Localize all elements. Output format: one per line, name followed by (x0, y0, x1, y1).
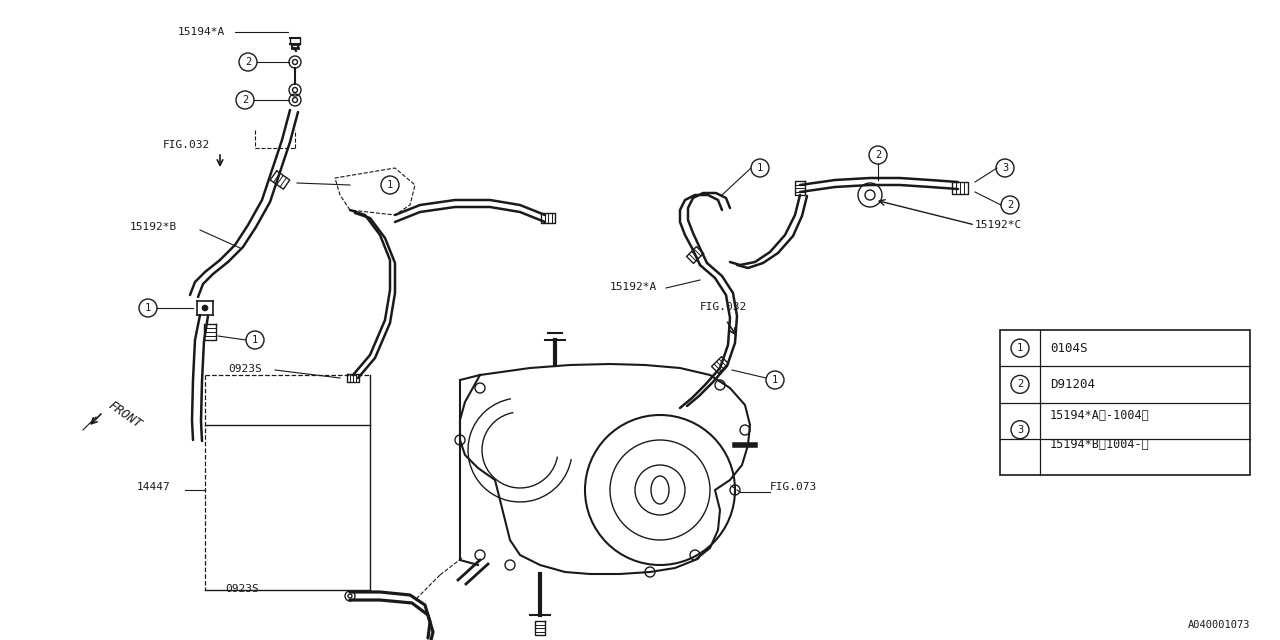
Text: 2: 2 (1007, 200, 1014, 210)
Text: 14447: 14447 (137, 482, 170, 492)
Text: 15194*A: 15194*A (178, 27, 225, 37)
Text: 15194*B（1004-）: 15194*B（1004-） (1050, 438, 1149, 451)
Text: A040001073: A040001073 (1188, 620, 1251, 630)
Text: 2: 2 (242, 95, 248, 105)
Bar (1000, 330, 1251, 475)
Text: 2: 2 (874, 150, 881, 160)
Text: 15192*A: 15192*A (611, 282, 657, 292)
Text: FRONT: FRONT (106, 399, 145, 431)
Text: 1: 1 (1016, 343, 1023, 353)
Text: 1: 1 (145, 303, 151, 313)
Text: 1: 1 (252, 335, 259, 345)
Text: FIG.073: FIG.073 (771, 482, 817, 492)
Text: 3: 3 (1002, 163, 1009, 173)
Text: 2: 2 (244, 57, 251, 67)
Text: FIG.032: FIG.032 (700, 302, 748, 312)
Circle shape (202, 305, 207, 311)
Text: 0923S: 0923S (225, 584, 259, 594)
Text: FIG.032: FIG.032 (163, 140, 210, 150)
Text: 15192*B: 15192*B (131, 222, 177, 232)
Text: 3: 3 (1016, 425, 1023, 435)
Text: 0923S: 0923S (228, 364, 261, 374)
Text: 2: 2 (1016, 380, 1023, 389)
Text: D91204: D91204 (1050, 378, 1094, 391)
Text: 1: 1 (756, 163, 763, 173)
Text: 15194*A（-1004）: 15194*A（-1004） (1050, 409, 1149, 422)
Text: 15192*C: 15192*C (975, 220, 1023, 230)
Text: 1: 1 (772, 375, 778, 385)
Text: 0104S: 0104S (1050, 342, 1088, 355)
Text: 1: 1 (387, 180, 393, 190)
